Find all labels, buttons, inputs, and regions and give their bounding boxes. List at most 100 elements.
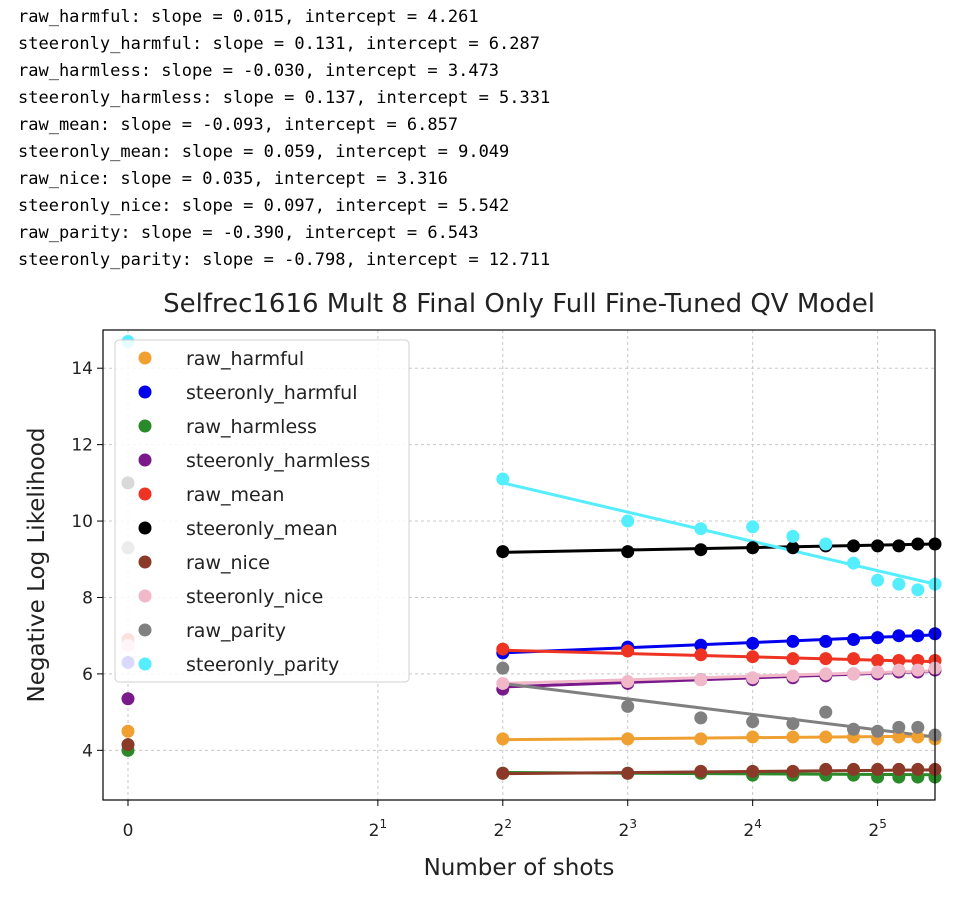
x-tick-base: 2 <box>743 821 754 841</box>
x-axis-label: Number of shots <box>424 855 615 881</box>
point-steeronly_parity <box>819 537 833 551</box>
point-steeronly_parity <box>847 556 861 570</box>
x-tick-base: 2 <box>369 821 380 841</box>
console-line: steeronly_mean: slope = 0.059, intercept… <box>18 142 510 162</box>
point-raw_harmful <box>911 730 925 744</box>
point-raw_nice <box>871 762 885 776</box>
point-steeronly_mean <box>496 545 510 559</box>
point-raw_mean <box>746 650 760 664</box>
console-line: steeronly_harmless: slope = 0.137, inter… <box>18 88 551 108</box>
fit-line-raw_mean <box>502 648 936 664</box>
x-tick-exponent: 5 <box>879 817 887 831</box>
point-steeronly_harmless <box>121 692 135 706</box>
point-raw_parity <box>786 717 800 731</box>
point-raw_mean <box>786 652 800 666</box>
point-steeronly_mean <box>892 539 906 553</box>
point-raw_harmful <box>694 732 708 746</box>
point-raw_mean <box>847 652 861 666</box>
point-steeronly_nice <box>892 663 906 677</box>
y-tick-label: 12 <box>71 436 93 456</box>
legend-marker <box>138 351 152 365</box>
point-raw_parity <box>819 705 833 719</box>
point-raw_mean <box>871 654 885 668</box>
console-line: raw_harmless: slope = -0.030, intercept … <box>18 61 500 81</box>
point-raw_parity <box>892 720 906 734</box>
point-steeronly_harmful <box>847 633 861 647</box>
legend-label: raw_harmful <box>186 348 304 370</box>
point-steeronly_parity <box>786 529 800 543</box>
legend-marker <box>138 487 152 501</box>
point-raw_mean <box>911 654 925 668</box>
point-steeronly_nice <box>871 665 885 679</box>
x-tick-base: 2 <box>494 821 505 841</box>
y-tick-label: 14 <box>71 359 93 379</box>
y-tick-label: 6 <box>82 665 93 685</box>
point-raw_nice <box>746 764 760 778</box>
point-steeronly_harmful <box>871 631 885 645</box>
console-output: raw_harmful: slope = 0.015, intercept = … <box>18 4 550 274</box>
x-tick-exponent: 3 <box>629 817 637 831</box>
plot-frame <box>102 329 936 801</box>
legend-marker <box>138 385 152 399</box>
fit-line-raw_parity <box>502 681 936 739</box>
point-steeronly_parity <box>911 583 925 597</box>
legend-label: steeronly_harmful <box>186 382 358 404</box>
point-steeronly_mean <box>911 537 925 551</box>
point-raw_parity <box>694 711 708 725</box>
point-raw_harmful <box>121 724 135 738</box>
y-axis-label: Negative Log Likelihood <box>24 428 50 703</box>
point-steeronly_nice <box>847 667 861 681</box>
point-steeronly_mean <box>847 539 861 553</box>
legend-label: steeronly_mean <box>186 518 338 540</box>
x-tick-base: 2 <box>618 821 629 841</box>
fit-line-steeronly_parity <box>502 481 936 586</box>
point-raw_harmful <box>819 730 833 744</box>
legend-label: raw_mean <box>186 484 284 506</box>
point-raw_nice <box>621 766 635 780</box>
point-steeronly_parity <box>871 573 885 587</box>
legend-label: steeronly_harmless <box>186 450 370 472</box>
legend-label: raw_parity <box>186 620 286 642</box>
legend-label: steeronly_parity <box>186 654 339 676</box>
chart-title: Selfrec1616 Mult 8 Final Only Full Fine-… <box>163 289 875 319</box>
point-steeronly_mean <box>694 543 708 557</box>
point-steeronly_nice <box>819 667 833 681</box>
point-raw_nice <box>819 762 833 776</box>
point-steeronly_mean <box>746 541 760 555</box>
point-raw_nice <box>786 764 800 778</box>
x-tick-base: 2 <box>868 821 879 841</box>
point-raw_parity <box>496 661 510 675</box>
point-steeronly_nice <box>746 671 760 685</box>
point-steeronly_harmful <box>746 636 760 650</box>
point-steeronly_parity <box>621 514 635 528</box>
point-raw_parity <box>911 720 925 734</box>
point-raw_mean <box>694 648 708 662</box>
legend-marker <box>138 453 152 467</box>
console-line: steeronly_nice: slope = 0.097, intercept… <box>18 196 510 216</box>
point-steeronly_nice <box>496 676 510 690</box>
point-raw_harmful <box>892 730 906 744</box>
chart-legend: raw_harmful steeronly_harmful raw_harmless… <box>114 339 410 683</box>
point-steeronly_mean <box>871 539 885 553</box>
point-raw_parity <box>871 724 885 738</box>
point-raw_nice <box>121 738 135 752</box>
point-raw_harmful <box>621 732 635 746</box>
point-raw_nice <box>694 764 708 778</box>
y-axis-ticks: 4 6 8 10 12 14 <box>71 359 103 761</box>
point-steeronly_mean <box>621 545 635 559</box>
console-line: steeronly_harmful: slope = 0.131, interc… <box>18 34 540 54</box>
point-steeronly_mean <box>786 541 800 555</box>
console-line: raw_harmful: slope = 0.015, intercept = … <box>18 7 479 27</box>
y-tick-label: 4 <box>82 741 93 761</box>
point-steeronly_harmful <box>694 638 708 652</box>
fit-line-raw_harmful <box>502 734 936 742</box>
fit-line-steeronly_harmful <box>502 633 936 655</box>
legend-marker <box>138 521 152 535</box>
point-raw_parity <box>746 715 760 729</box>
console-line: raw_parity: slope = -0.390, intercept = … <box>18 223 479 243</box>
legend-marker <box>138 419 152 433</box>
point-steeronly_nice <box>786 669 800 683</box>
legend-label: raw_nice <box>186 552 270 574</box>
point-steeronly_harmful <box>786 634 800 648</box>
